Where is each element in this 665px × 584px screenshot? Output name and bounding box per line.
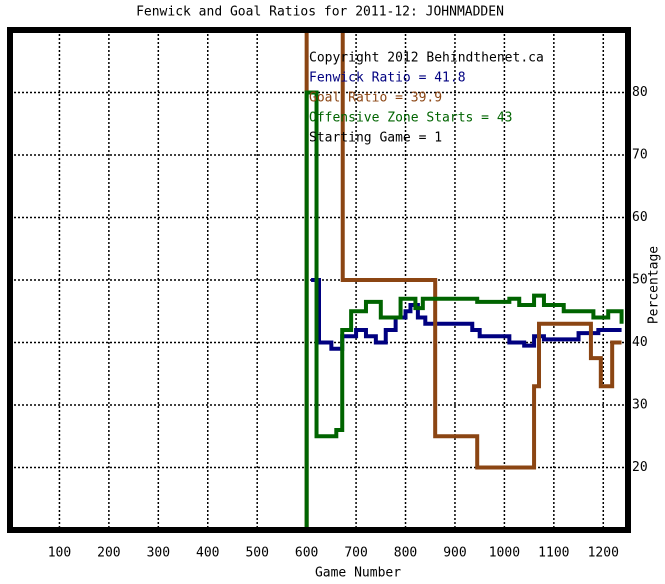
x-tick-label: 1100 [538, 546, 569, 561]
y-tick-label: 40 [632, 335, 648, 350]
y-tick-label: 20 [632, 460, 648, 475]
chart-title: Fenwick and Goal Ratios for 2011-12: JOH… [136, 5, 504, 20]
y-tick-label: 50 [632, 273, 648, 288]
annotation: Goal Ratio = 39.9 [309, 91, 442, 106]
x-tick-label: 100 [48, 546, 71, 561]
x-tick-label: 900 [443, 546, 466, 561]
x-tick-label: 800 [394, 546, 417, 561]
annotation: Offensive Zone Starts = 43 [309, 111, 513, 126]
y-tick-label: 60 [632, 210, 648, 225]
annotation: Starting Game = 1 [309, 131, 442, 146]
x-tick-label: 500 [245, 546, 268, 561]
x-tick-label: 700 [344, 546, 367, 561]
series-line [311, 278, 622, 351]
x-tick-label: 600 [295, 546, 318, 561]
x-tick-label: 1200 [588, 546, 619, 561]
y-tick-label: 80 [632, 85, 648, 100]
x-axis-label: Game Number [315, 566, 401, 581]
x-tick-label: 300 [147, 546, 170, 561]
y-axis-label: Percentage [647, 246, 662, 324]
series-line [304, 30, 622, 530]
plot-border [7, 27, 631, 533]
plot-lines [304, 30, 624, 530]
series-line [304, 90, 624, 530]
x-tick-label: 1000 [489, 546, 520, 561]
y-tick-label: 70 [632, 148, 648, 163]
annotation: Fenwick Ratio = 41.8 [309, 71, 466, 86]
annotation: Copyright 2012 Behindthenet.ca [309, 51, 544, 66]
x-tick-label: 400 [196, 546, 219, 561]
y-tick-label: 30 [632, 398, 648, 413]
x-tick-label: 200 [97, 546, 120, 561]
